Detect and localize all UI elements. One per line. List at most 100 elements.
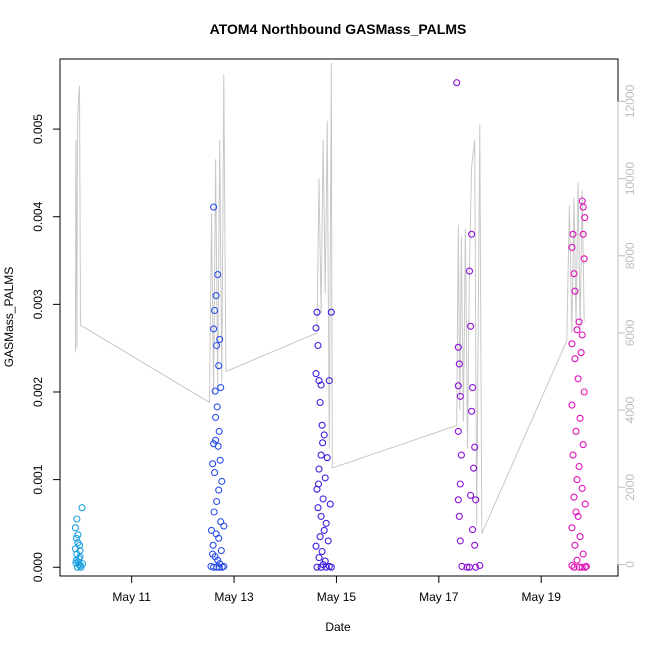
altitude-trace-line — [74, 62, 585, 534]
data-point — [454, 496, 462, 504]
data-point — [323, 454, 331, 462]
data-point — [579, 203, 587, 211]
data-point — [573, 556, 581, 564]
y2-tick-label: 0 — [623, 561, 637, 568]
data-point — [579, 441, 587, 449]
data-point — [469, 526, 477, 534]
data-point — [213, 403, 221, 411]
data-point — [209, 541, 217, 549]
x-tick-label: May 13 — [214, 590, 254, 604]
data-point — [78, 560, 87, 568]
data-point — [318, 421, 326, 429]
data-point — [319, 495, 327, 503]
data-point — [314, 504, 322, 512]
data-point — [315, 377, 323, 385]
series-2 — [207, 203, 228, 571]
data-point — [317, 381, 325, 389]
data-point — [581, 214, 589, 222]
data-point — [471, 541, 479, 549]
data-point — [207, 526, 216, 534]
data-point — [574, 375, 582, 383]
data-point — [578, 563, 586, 571]
data-point — [472, 496, 480, 504]
data-point — [579, 550, 587, 558]
data-point — [314, 341, 322, 350]
data-point — [322, 519, 330, 527]
data-point — [570, 270, 578, 278]
data-point — [468, 407, 476, 415]
data-point — [76, 547, 84, 555]
data-point — [315, 465, 323, 473]
data-point — [582, 562, 590, 570]
data-point — [581, 500, 589, 508]
data-point — [217, 384, 225, 392]
data-point — [214, 271, 222, 279]
data-point — [211, 387, 219, 395]
x-tick-label: May 19 — [522, 590, 562, 604]
data-point — [467, 322, 475, 330]
data-point — [453, 79, 461, 87]
data-point — [316, 398, 324, 407]
x-tick-label: May 15 — [317, 590, 357, 604]
data-point — [467, 491, 475, 499]
data-point — [569, 451, 577, 459]
data-point — [320, 431, 328, 439]
y2-tick-label: 12000 — [623, 84, 637, 118]
data-point — [73, 515, 81, 523]
data-point — [568, 243, 576, 251]
data-point — [463, 563, 471, 571]
data-point — [210, 325, 218, 333]
data-point — [71, 524, 79, 532]
data-point — [213, 341, 221, 350]
data-point — [572, 508, 580, 516]
data-point — [215, 427, 223, 435]
data-point — [312, 542, 320, 550]
data-point — [458, 562, 466, 570]
series-3 — [312, 308, 335, 571]
data-point — [314, 480, 323, 488]
data-point — [215, 534, 223, 542]
data-point — [218, 477, 226, 485]
data-point — [215, 486, 223, 494]
data-point — [327, 563, 335, 571]
y-tick-label: 0.002 — [31, 377, 45, 407]
y2-tick-label: 2000 — [623, 474, 637, 501]
data-point — [468, 230, 476, 238]
data-point — [75, 541, 84, 549]
data-point — [78, 504, 86, 512]
y2-tick-label: 6000 — [623, 319, 637, 346]
data-point — [454, 382, 462, 390]
data-point — [454, 427, 462, 435]
series-5 — [568, 197, 590, 571]
data-point — [72, 534, 80, 542]
data-point — [575, 318, 583, 326]
data-point — [74, 531, 82, 539]
y-tick-label: 0.005 — [31, 114, 45, 144]
x-tick-label: May 11 — [112, 590, 151, 604]
data-point — [568, 340, 576, 348]
y-axis-label: GASMass_PALMS — [2, 267, 16, 367]
data-point — [469, 384, 477, 392]
series-4 — [453, 79, 484, 571]
data-point — [209, 460, 217, 468]
data-point — [215, 563, 223, 571]
data-point — [579, 230, 587, 238]
x-axis-label: Date — [325, 620, 351, 634]
data-point — [470, 464, 478, 472]
data-point — [217, 547, 225, 555]
data-point — [580, 388, 588, 396]
data-point — [317, 563, 325, 571]
data-point — [211, 306, 219, 315]
data-point — [215, 362, 223, 370]
data-point — [324, 537, 332, 545]
data-point — [570, 563, 578, 571]
data-point — [580, 255, 588, 263]
data-point — [572, 427, 580, 435]
data-point — [571, 287, 579, 295]
data-point — [577, 349, 585, 357]
data-points-layer — [71, 79, 590, 571]
data-point — [220, 522, 228, 530]
x-tick-label: May 17 — [419, 590, 459, 604]
data-point — [456, 392, 464, 400]
